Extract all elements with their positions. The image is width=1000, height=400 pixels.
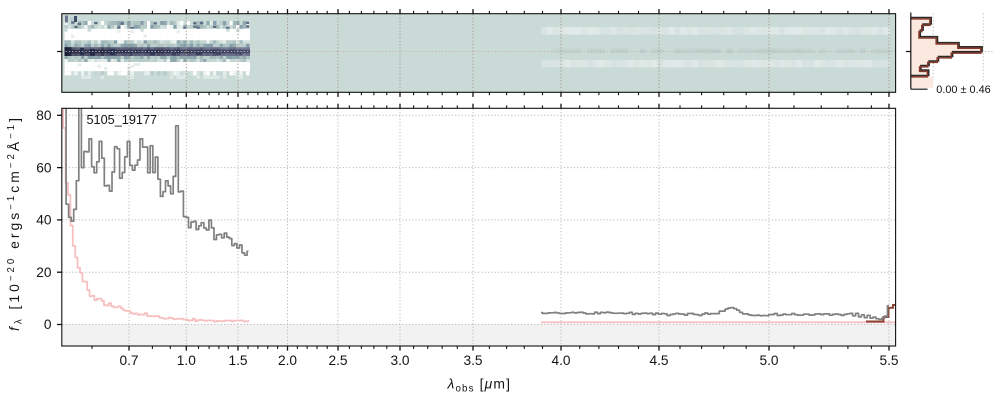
svg-text:4.0: 4.0 — [551, 353, 570, 368]
svg-text:5.5: 5.5 — [879, 353, 898, 368]
svg-text:5.0: 5.0 — [759, 353, 778, 368]
svg-text:4.5: 4.5 — [649, 353, 668, 368]
svg-text:2.5: 2.5 — [328, 353, 347, 368]
svg-text:1.0: 1.0 — [177, 353, 196, 368]
svg-text:3.0: 3.0 — [390, 353, 409, 368]
svg-text:5105_19177: 5105_19177 — [87, 113, 158, 127]
svg-text:λobs [μm]: λobs [μm] — [447, 376, 512, 395]
svg-text:1.5: 1.5 — [228, 353, 247, 368]
svg-text:60: 60 — [36, 160, 52, 175]
svg-text:3.5: 3.5 — [463, 353, 482, 368]
svg-text:0: 0 — [44, 317, 52, 332]
svg-text:20: 20 — [36, 265, 52, 280]
svg-text:80: 80 — [36, 108, 52, 123]
svg-text:fλ [10−20 ergs−1cm−2Å−1]: fλ [10−20 ergs−1cm−2Å−1] — [6, 115, 25, 331]
svg-text:0.7: 0.7 — [119, 353, 138, 368]
svg-text:40: 40 — [36, 213, 52, 228]
svg-text:0.00 ± 0.46: 0.00 ± 0.46 — [936, 84, 990, 96]
svg-text:2.0: 2.0 — [278, 353, 297, 368]
